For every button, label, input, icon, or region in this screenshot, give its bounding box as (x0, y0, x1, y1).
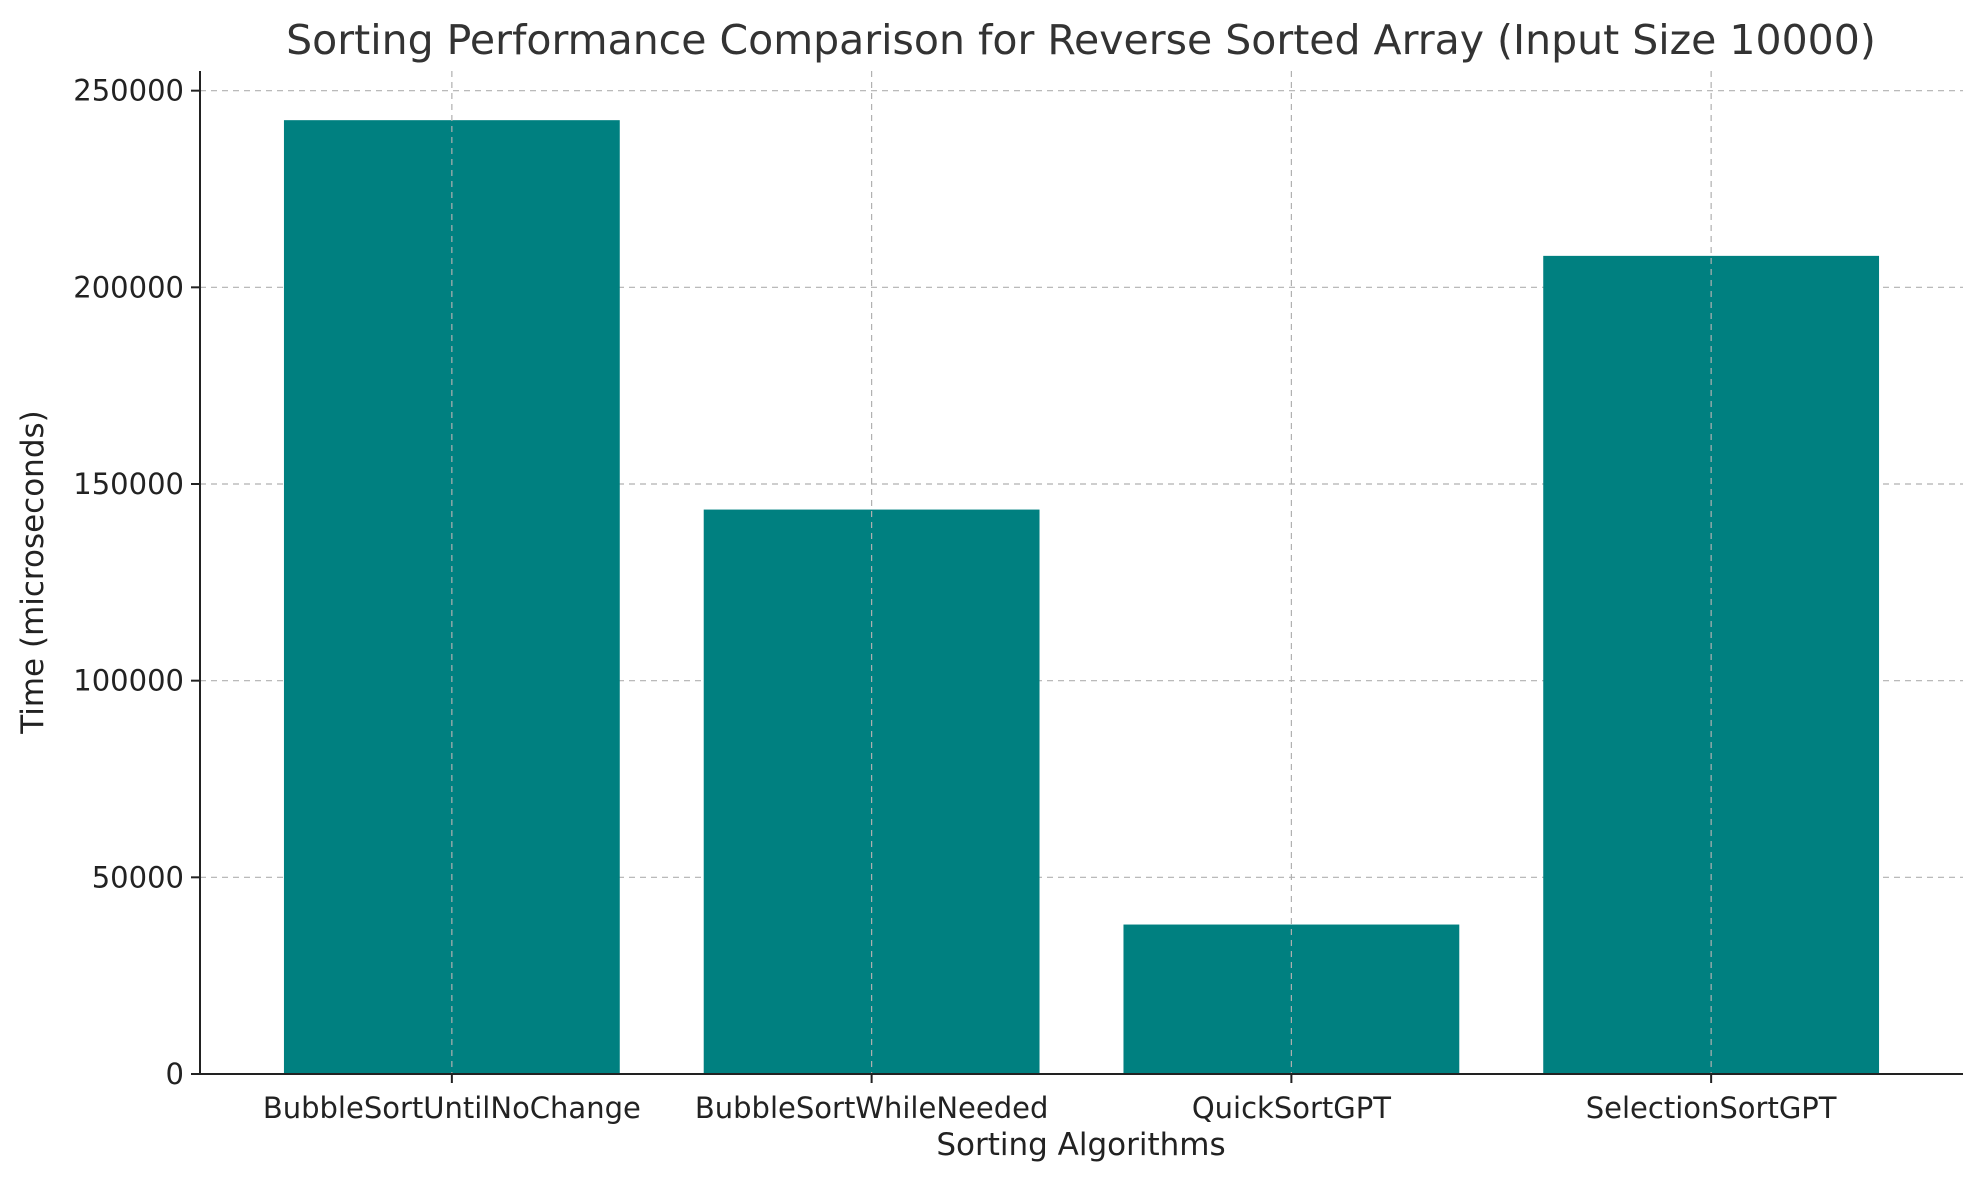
x-axis-ticks: BubbleSortUntilNoChange BubbleSortWhileNe… (263, 1074, 1837, 1125)
bars (283, 120, 1880, 1075)
y-tick-label: 250000 (73, 74, 184, 108)
y-tick-label: 100000 (73, 664, 184, 698)
y-tick-label: 50000 (92, 860, 184, 894)
axes (199, 71, 1963, 1075)
y-axis-label: Time (microseconds) (15, 410, 51, 735)
grid-lines-foreground (451, 71, 1712, 1074)
chart-title: Sorting Performance Comparison for Rever… (286, 16, 1876, 64)
y-tick-label: 150000 (73, 467, 184, 501)
x-tick-label: BubbleSortUntilNoChange (263, 1091, 641, 1125)
x-tick-label: QuickSortGPT (1192, 1091, 1391, 1125)
x-tick-label: BubbleSortWhileNeeded (695, 1091, 1048, 1125)
y-tick-label: 0 (166, 1057, 184, 1091)
y-tick-label: 200000 (73, 270, 184, 304)
bar (283, 120, 620, 1074)
x-axis-label: Sorting Algorithms (936, 1127, 1225, 1163)
y-axis-ticks: 0 50000 100000 150000 200000 250000 (73, 74, 200, 1091)
x-tick-label: SelectionSortGPT (1586, 1091, 1837, 1125)
